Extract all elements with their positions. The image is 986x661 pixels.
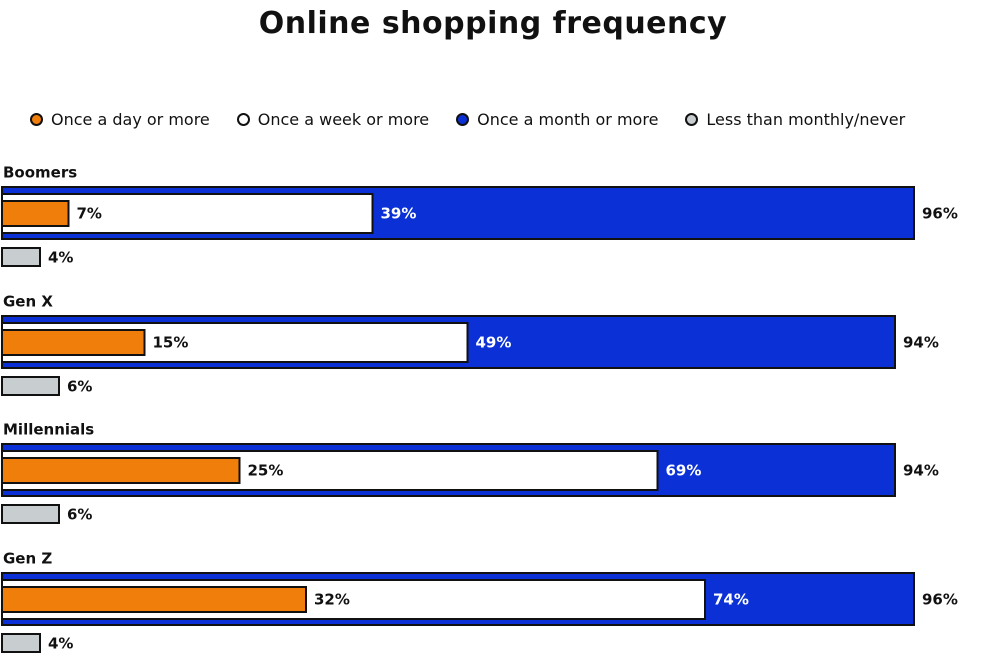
value-label-daily-gen-x: 15% (153, 334, 189, 352)
legend-label-rarely: Less than monthly/never (706, 110, 906, 129)
value-label-monthly-gen-x: 94% (903, 334, 939, 352)
legend-item-monthly: Once a month or more (456, 110, 658, 129)
legend: Once a day or more Once a week or more O… (30, 110, 905, 129)
category-label-gen-z: Gen Z (3, 550, 52, 568)
category-label-millennials: Millennials (3, 421, 94, 439)
bar-rarely-millennials (1, 504, 60, 524)
value-label-rarely-gen-x: 6% (67, 378, 92, 396)
value-label-monthly-millennials: 94% (903, 462, 939, 480)
legend-swatch-daily (30, 113, 43, 126)
value-label-rarely-millennials: 6% (67, 506, 92, 524)
bar-rarely-gen-z (1, 633, 41, 653)
value-label-daily-boomers: 7% (77, 205, 102, 223)
category-label-gen-x: Gen X (3, 293, 53, 311)
bar-daily-gen-z (1, 586, 307, 613)
bar-rarely-gen-x (1, 376, 60, 396)
chart-title: Online shopping frequency (258, 6, 728, 41)
legend-swatch-rarely (685, 113, 699, 126)
value-label-daily-gen-z: 32% (314, 591, 350, 609)
legend-swatch-weekly (236, 113, 250, 126)
legend-item-weekly: Once a week or more (236, 110, 430, 129)
bar-daily-millennials (1, 457, 241, 484)
value-label-rarely-boomers: 4% (48, 249, 73, 267)
legend-swatch-monthly (456, 113, 470, 126)
value-label-weekly-millennials: 69% (666, 462, 702, 480)
legend-label-monthly: Once a month or more (477, 110, 659, 129)
value-label-rarely-gen-z: 4% (48, 635, 73, 653)
value-label-weekly-gen-z: 74% (713, 591, 749, 609)
legend-label-daily: Once a day or more (51, 110, 210, 129)
value-label-daily-millennials: 25% (248, 462, 284, 480)
value-label-weekly-boomers: 39% (381, 205, 417, 223)
legend-item-rarely: Less than monthly/never (685, 110, 905, 129)
legend-item-daily: Once a day or more (30, 110, 210, 129)
value-label-monthly-gen-z: 96% (922, 591, 958, 609)
bar-daily-gen-x (1, 329, 146, 356)
category-label-boomers: Boomers (3, 164, 77, 182)
bar-daily-boomers (1, 200, 70, 227)
legend-label-weekly: Once a week or more (257, 110, 430, 129)
value-label-monthly-boomers: 96% (922, 205, 958, 223)
bar-rarely-boomers (1, 247, 41, 267)
value-label-weekly-gen-x: 49% (476, 334, 512, 352)
